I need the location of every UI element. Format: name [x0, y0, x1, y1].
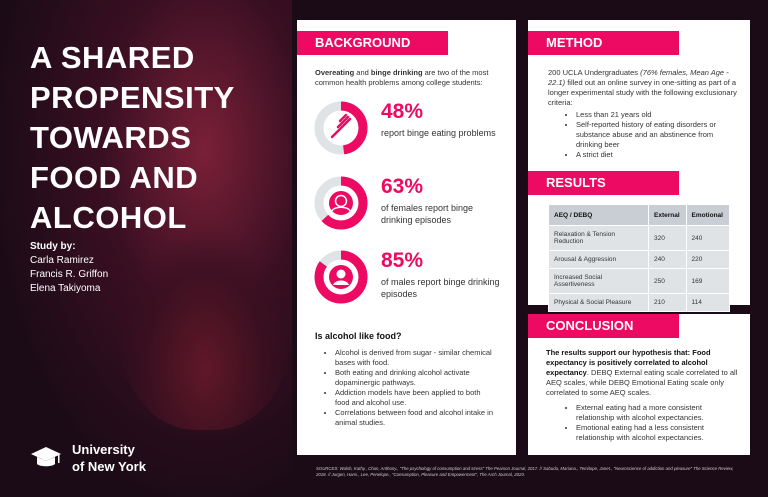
author: Carla Ramirez [30, 255, 94, 266]
author: Francis R. Griffon [30, 269, 109, 280]
results-heading: RESULTS [528, 171, 679, 195]
column-header: AEQ / DEBQ [548, 204, 649, 226]
sources: SOURCES: Walsh, Kathy., Chan, Anthony., … [316, 466, 734, 477]
study-label: Study by: [30, 241, 76, 252]
donut-fill [314, 101, 368, 155]
stat-value: 85% [381, 249, 424, 272]
donut-chart [314, 101, 368, 155]
stat-female-drinking: 63% of females report binge drinking epis… [313, 175, 513, 231]
question-heading: Is alcohol like food? [315, 331, 402, 341]
list-item: Addiction models have been applied to bo… [335, 388, 497, 408]
university-name: of New York [72, 459, 146, 474]
table-row: Physical & Social Pleasure 210 114 [548, 293, 731, 312]
study-authors: Study by: Carla Ramirez Francis R. Griff… [30, 240, 108, 296]
results-table: AEQ / DEBQ External Emotional Relaxation &… [548, 204, 731, 312]
list-item: A strict diet [576, 150, 738, 160]
table-row: Arousal & Aggression 240 220 [548, 250, 731, 269]
male-user-icon [329, 265, 353, 289]
list-item: Both eating and drinking alcohol activat… [335, 368, 497, 388]
table-row: Increased Social Assertiveness 250 169 [548, 268, 731, 294]
female-user-icon [329, 191, 353, 215]
author: Elena Takiyoma [30, 283, 101, 294]
poster-title: A SHARED PROPENSITY TOWARDS FOOD AND ALC… [30, 40, 235, 235]
conclusion-text: The results support our hypothesis that:… [546, 348, 738, 397]
donut-fill [314, 176, 368, 230]
column-header: External [648, 204, 687, 226]
list-item: Alcohol is derived from sugar - similar … [335, 348, 497, 368]
donut-chart [314, 250, 368, 304]
stat-male-drinking: 85% of males report binge drinking episod… [313, 249, 513, 305]
list-item: External eating had a more consistent re… [576, 403, 738, 423]
stat-text: of females report binge drinking episode… [381, 203, 474, 225]
background-intro: Overeating and binge drinking are two of… [315, 68, 489, 87]
list-item: Less than 21 years old [576, 110, 738, 120]
university-logo: University of New York [30, 441, 146, 475]
fork-icon [330, 113, 352, 139]
conclusion-points: External eating had a more consistent re… [558, 403, 738, 443]
list-item: Correlations between food and alcohol in… [335, 408, 497, 428]
background-card: BACKGROUND Overeating and binge drinking… [297, 20, 516, 455]
stat-binge-eating: 48% report binge eating problems [313, 100, 513, 156]
university-name: University [72, 442, 135, 457]
conclusion-heading: CONCLUSION [528, 314, 679, 338]
list-item: Emotional eating had a less consistent r… [576, 423, 738, 443]
conclusion-card: CONCLUSION The results support our hypot… [528, 314, 750, 455]
background-heading: BACKGROUND [297, 31, 448, 55]
stat-text: report binge eating problems [381, 128, 496, 138]
background-points: Alcohol is derived from sugar - similar … [317, 348, 497, 428]
column-header: Emotional [685, 204, 731, 226]
donut-fill [314, 250, 368, 304]
stat-value: 63% [381, 175, 424, 198]
table-row: Relaxation & Tension Reduction 320 240 [548, 225, 731, 251]
method-text: 200 UCLA Undergraduates (76% females, Me… [548, 68, 737, 107]
method-heading: METHOD [528, 31, 679, 55]
criteria-list: Less than 21 years old Self-reported his… [558, 110, 738, 160]
donut-chart [314, 176, 368, 230]
list-item: Self-reported history of eating disorder… [576, 120, 738, 150]
method-results-card: METHOD 200 UCLA Undergraduates (76% fema… [528, 20, 750, 312]
stat-text: of males report binge drinking episodes [381, 277, 500, 299]
wine-glass-photo [0, 0, 292, 497]
stat-value: 48% [381, 100, 424, 123]
graduation-cap-icon [31, 447, 61, 467]
